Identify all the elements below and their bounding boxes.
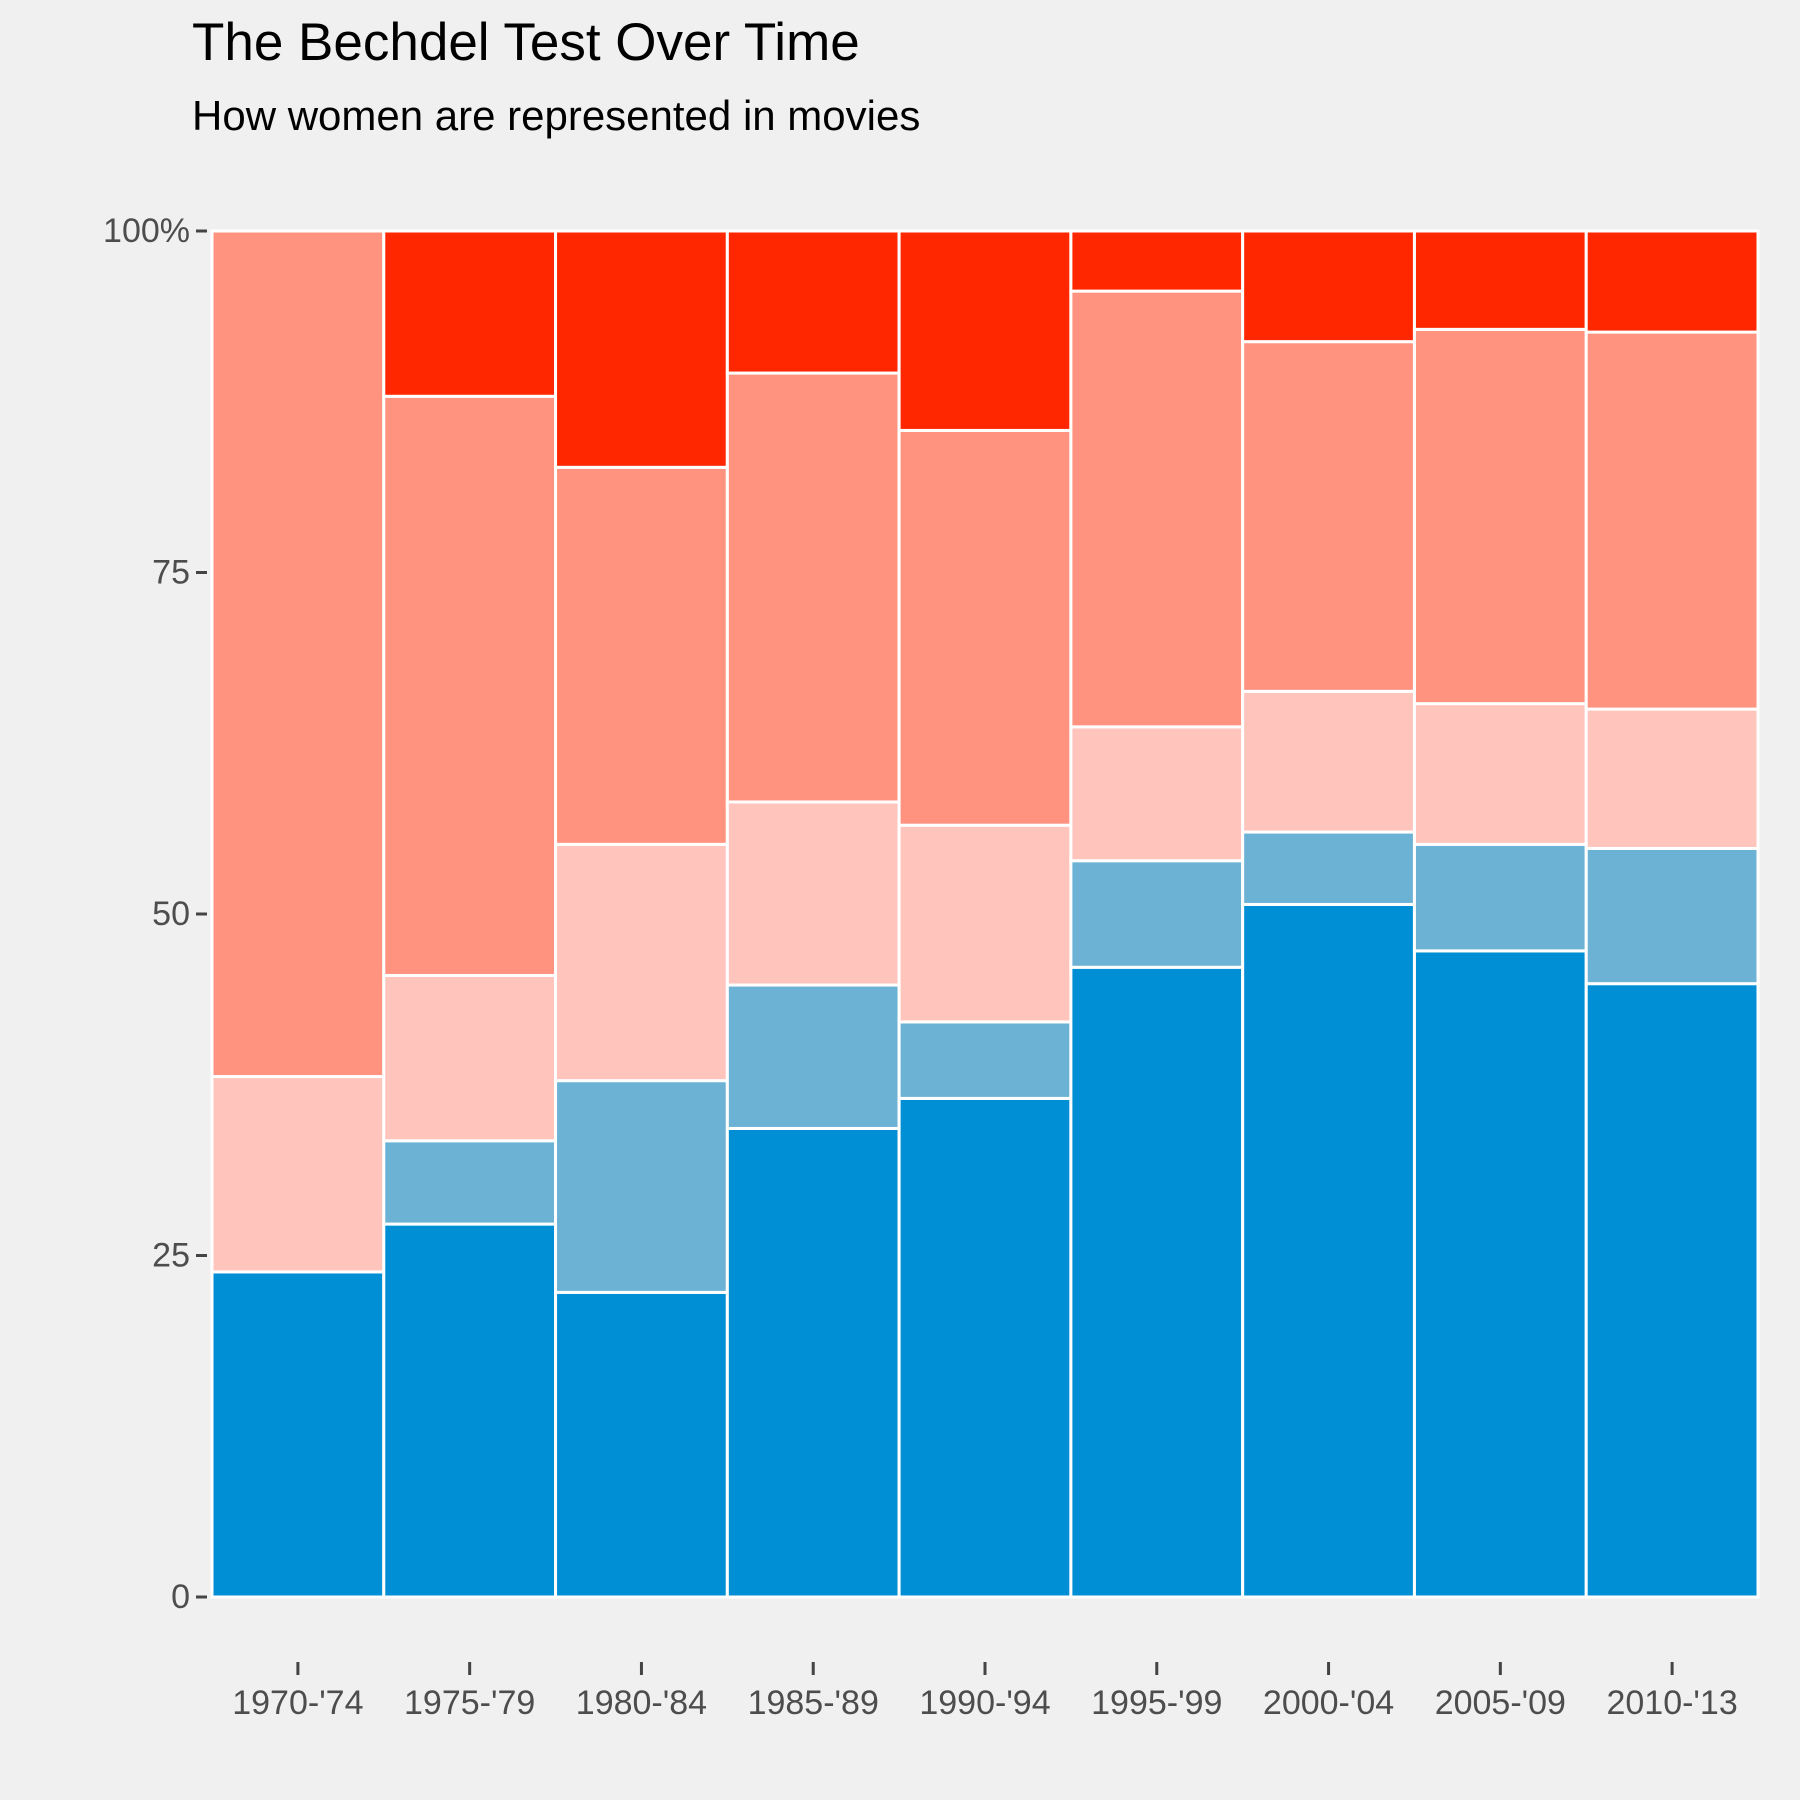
- bar-segment: [382, 394, 558, 977]
- bar-segment: [210, 1075, 386, 1274]
- chart-subtitle: How women are represented in movies: [192, 92, 921, 139]
- bar-segment: [554, 465, 729, 846]
- bar-segment: [554, 1079, 729, 1294]
- y-tick-label: 25: [152, 1237, 190, 1275]
- bar-segment: [210, 229, 386, 1079]
- chart-title: The Bechdel Test Over Time: [192, 13, 860, 72]
- y-tick-label: 50: [152, 895, 190, 933]
- bar-segment: [554, 229, 729, 469]
- bar-segment: [1241, 830, 1416, 906]
- bar-segment: [725, 983, 901, 1130]
- y-tick-label: 0: [171, 1578, 190, 1616]
- bar-segment: [1584, 707, 1760, 850]
- bar-segment: [1412, 229, 1588, 331]
- bar-segment: [897, 1020, 1073, 1100]
- bar-segment: [1412, 327, 1588, 706]
- bar-segment: [1069, 859, 1245, 969]
- bar-segment: [1241, 902, 1416, 1599]
- bar-segment: [1069, 965, 1245, 1599]
- bar-segment: [1241, 229, 1416, 344]
- bar-segment: [1069, 289, 1245, 729]
- bar-segment: [554, 1290, 729, 1599]
- x-tick-label: 2010-'13: [1606, 1684, 1737, 1722]
- bar-segment: [554, 842, 729, 1083]
- x-tick-label: 1975-'79: [404, 1684, 535, 1722]
- bar-segment: [1069, 725, 1245, 863]
- bar-segment: [1069, 229, 1245, 293]
- bar-segment: [725, 371, 901, 804]
- bar-segment: [1584, 982, 1760, 1599]
- bar-segment: [382, 973, 558, 1143]
- bar-segment: [1241, 340, 1416, 693]
- bar-segment: [725, 800, 901, 987]
- bar-segment: [1584, 229, 1760, 334]
- x-tick-label: 1970-'74: [232, 1684, 363, 1722]
- x-tick-label: 2000-'04: [1263, 1684, 1394, 1722]
- bar-segment: [725, 229, 901, 375]
- bar-segment: [210, 1270, 386, 1599]
- bar-segment: [897, 823, 1073, 1024]
- bar-segment: [897, 1096, 1073, 1599]
- bar-segment: [1584, 846, 1760, 986]
- bar-segment: [897, 229, 1073, 432]
- bar-segment: [1241, 689, 1416, 834]
- bar-segment: [1584, 330, 1760, 711]
- bar-segment: [725, 1126, 901, 1599]
- bar-segment: [1412, 702, 1588, 846]
- x-tick-label: 2005-'09: [1435, 1684, 1566, 1722]
- y-tick-label: 100%: [103, 212, 190, 250]
- x-tick-label: 1980-'84: [576, 1684, 707, 1722]
- x-tick-label: 1985-'89: [748, 1684, 879, 1722]
- bar-segment: [1412, 949, 1588, 1599]
- x-tick-label: 1990-'94: [919, 1684, 1050, 1722]
- bar-segment: [382, 1139, 558, 1226]
- x-axis: 1970-'74 1975-'79 1980-'84 1985-'89 1990-'94…: [232, 1662, 1738, 1722]
- bar-layer: [210, 229, 1760, 1599]
- bar-segment: [382, 1222, 558, 1599]
- y-axis: 0 25 50 75 100%: [103, 212, 207, 1616]
- bar-segment: [382, 229, 558, 398]
- bar-segment: [897, 428, 1073, 827]
- y-tick-label: 75: [152, 554, 190, 592]
- x-tick-label: 1995-'99: [1091, 1684, 1222, 1722]
- bar-segment: [1412, 842, 1588, 953]
